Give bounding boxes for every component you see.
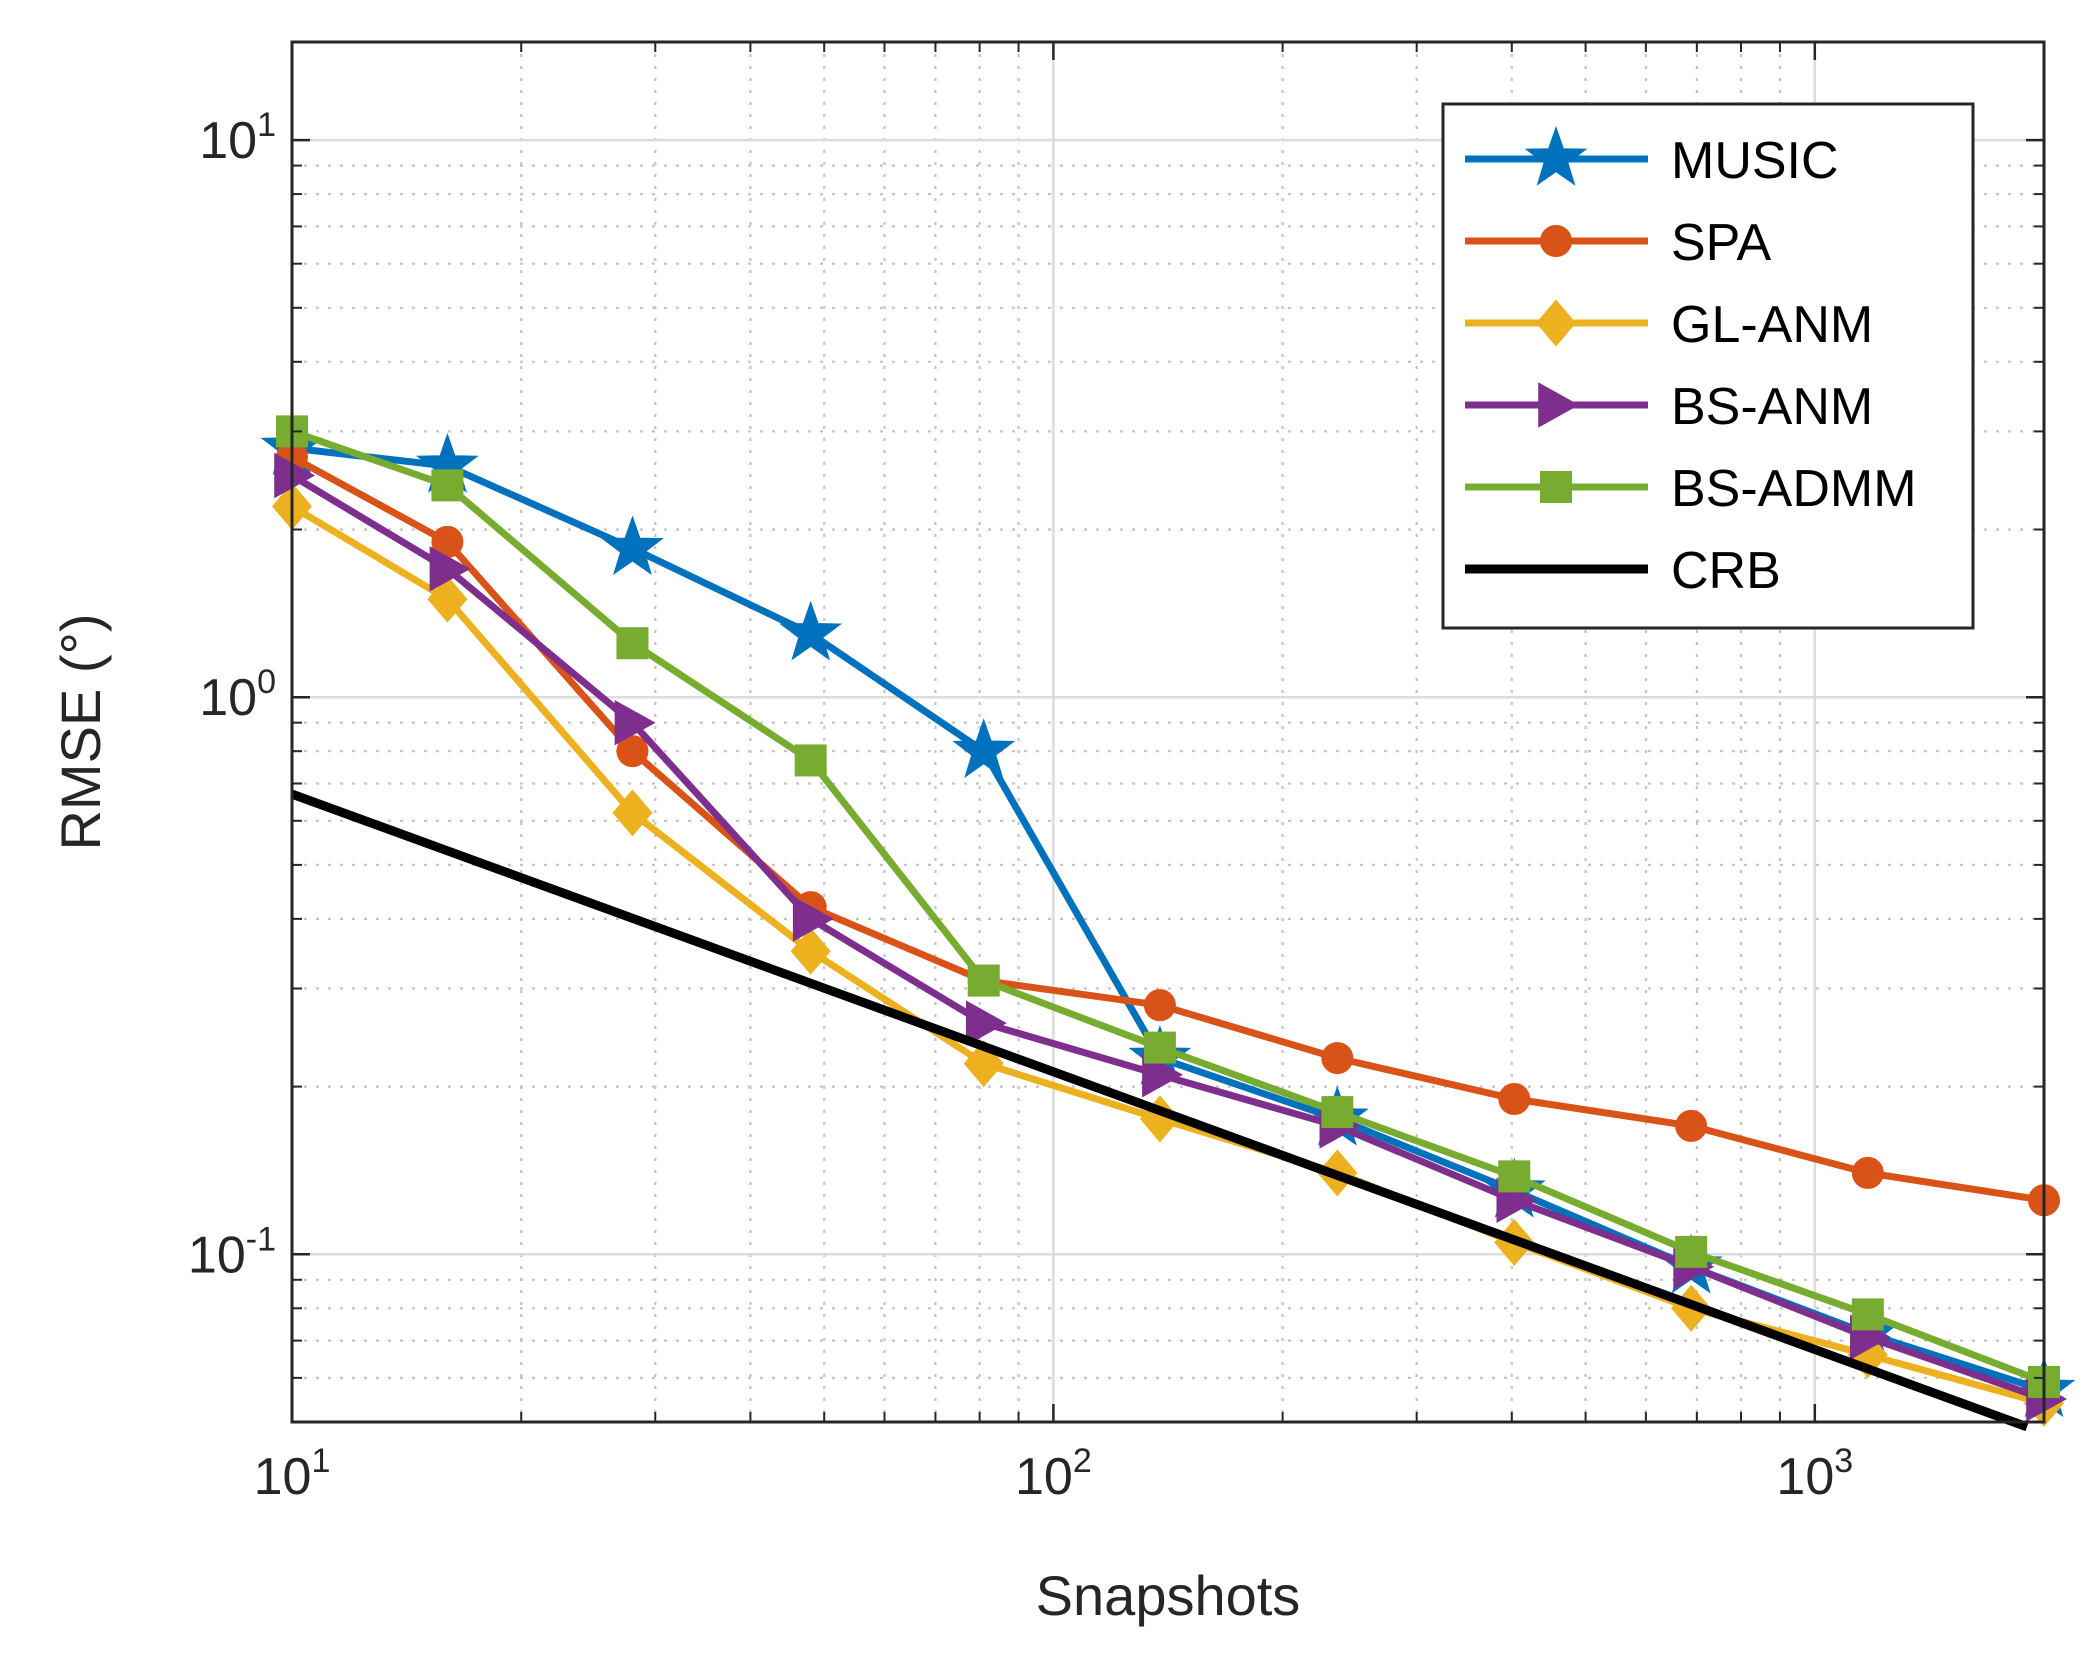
data-point-bs-admm — [1851, 1298, 1884, 1331]
data-point-gl-anm — [963, 1039, 1004, 1088]
data-point-gl-anm — [427, 575, 468, 623]
legend-label-crb: CRB — [1671, 542, 1781, 600]
data-point-bs-admm — [794, 744, 827, 777]
legend-marker-bs-anm — [1538, 382, 1580, 428]
data-point-bs-anm — [274, 452, 316, 499]
data-point-bs-anm — [792, 896, 834, 942]
data-point-spa — [1321, 1042, 1354, 1075]
legend-item-music: MUSIC — [1465, 125, 1839, 190]
data-point-bs-admm — [1498, 1160, 1531, 1193]
legend-label-bs-anm: BS-ANM — [1671, 378, 1873, 436]
data-point-bs-admm — [1321, 1096, 1354, 1129]
data-point-music — [601, 515, 664, 576]
legend-label-gl-anm: GL-ANM — [1671, 296, 1873, 354]
data-point-bs-admm — [1143, 1031, 1176, 1064]
legend-box — [1441, 102, 1975, 630]
x-tick-label: 102 — [1015, 1442, 1092, 1506]
plot-frame — [290, 40, 2046, 1424]
legend-label-bs-admm: BS-ADMM — [1671, 460, 1917, 518]
data-point-gl-anm — [790, 927, 831, 975]
x-tick-label: 101 — [254, 1442, 331, 1506]
data-point-bs-admm — [1675, 1235, 1708, 1268]
data-point-spa — [1675, 1109, 1708, 1142]
legend-item-crb: CRB — [1465, 542, 1781, 600]
data-point-spa — [1851, 1156, 1884, 1189]
tick-labels: 101 102 103 10-1 100 101 — [188, 106, 1853, 1506]
y-tick-label: 10-1 — [188, 1220, 276, 1284]
data-point-bs-admm — [616, 627, 649, 660]
legend-item-spa: SPA — [1465, 214, 1772, 272]
x-axis-label: Snapshots — [1036, 1564, 1301, 1627]
y-tick-label: 101 — [199, 106, 276, 170]
legend-item-bs-admm: BS-ADMM — [1465, 460, 1917, 518]
data-point-gl-anm — [612, 789, 653, 837]
y-tick-label: 100 — [199, 663, 276, 727]
series-crb — [290, 789, 2029, 1432]
legend-marker-bs-admm — [1540, 471, 1572, 503]
series-line-crb — [290, 789, 2029, 1432]
legend-marker-gl-anm — [1535, 299, 1577, 347]
legend-label-music: MUSIC — [1671, 132, 1839, 190]
data-point-bs-anm — [1142, 1052, 1183, 1098]
data-point-music — [779, 600, 843, 661]
data-point-bs-anm — [965, 1000, 1007, 1046]
legend: MUSIC SPA GL-ANM BS-ANM BS-ADMM CRB — [1441, 102, 1975, 630]
data-point-bs-anm — [614, 699, 656, 746]
x-tick-label: 103 — [1776, 1442, 1853, 1506]
legend-marker-music — [1524, 125, 1588, 186]
data-point-bs-anm — [429, 546, 471, 592]
legend-item-bs-anm: BS-ANM — [1465, 378, 1873, 436]
data-point-bs-admm — [431, 469, 464, 502]
data-point-spa — [616, 735, 649, 768]
data-point-spa — [1498, 1083, 1531, 1116]
series-layer — [260, 415, 2076, 1432]
legend-marker-spa — [1540, 225, 1572, 257]
data-point-spa — [1143, 989, 1176, 1022]
y-axis-label: RMSE (°) — [49, 613, 112, 850]
axis-ticks — [290, 42, 2045, 1423]
data-point-bs-admm — [967, 964, 1000, 997]
legend-label-spa: SPA — [1671, 214, 1772, 272]
legend-item-gl-anm: GL-ANM — [1465, 296, 1873, 354]
data-point-music — [952, 718, 1016, 778]
